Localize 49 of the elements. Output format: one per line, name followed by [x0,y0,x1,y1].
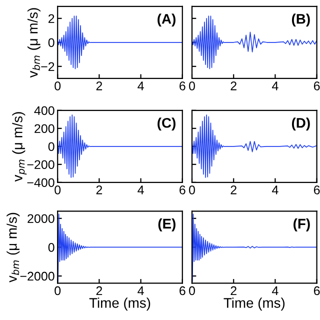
y-tick-label: −400 [27,178,54,188]
x-tick-label: 2 [230,286,236,296]
y-tick-label: −2 [41,62,54,71]
annotation: (B) [292,14,310,27]
x-tick-label: 0 [189,286,195,296]
x-tick-label: 6 [314,186,320,194]
line-series [58,114,182,178]
x-tick-label: 4 [138,82,144,90]
annotation: (D) [292,118,310,131]
x-tick-label: 4 [272,186,278,194]
x-tick-label: 0 [54,186,61,194]
x-axis-title: Time (ms) [89,298,150,311]
y-axis-title: v$_{pm}$ (μ m/s) [12,112,27,182]
x-tick-label: 4 [138,286,144,296]
y-tick-label: 0 [48,243,54,252]
x-tick-label: 2 [230,82,236,90]
y-tick-label: 200 [34,124,54,134]
y-axis-title: v$_{bm}$ (μ m/s) [28,8,40,78]
x-tick-label: 6 [314,286,320,296]
line-series [58,16,182,70]
x-axis-title: Time (ms) [224,298,285,311]
x-tick-label: 0 [189,82,195,90]
y-tick-label: 0 [48,142,54,152]
x-tick-label: 0 [189,186,195,194]
y-tick-label: 400 [34,106,54,116]
x-tick-label: 0 [54,286,61,296]
x-tick-label: 2 [96,82,102,90]
x-tick-label: 4 [272,82,278,90]
x-tick-label: 2 [96,286,102,296]
line-series [58,214,182,282]
x-tick-label: 6 [314,82,320,90]
y-tick-label: 2000 [28,214,54,224]
annotation: (F) [294,218,310,232]
y-axis-title: v$_{bm}$ (μ m/s) [6,212,20,282]
y-tick-label: −200 [27,160,54,170]
y-tick-label: 0 [48,38,54,48]
y-tick-label: 2 [48,14,54,23]
x-tick-label: 6 [180,82,186,90]
x-tick-label: 4 [138,186,144,194]
annotation: (E) [158,218,176,232]
x-tick-label: 6 [180,286,186,296]
y-tick-label: −2000 [20,272,54,281]
x-tick-label: 2 [230,186,236,194]
x-tick-label: 6 [180,186,186,194]
annotation: (C) [158,118,176,131]
annotation: (A) [158,14,176,27]
x-tick-label: 4 [272,286,278,296]
x-tick-label: 2 [96,186,102,194]
x-tick-label: 0 [54,82,61,90]
